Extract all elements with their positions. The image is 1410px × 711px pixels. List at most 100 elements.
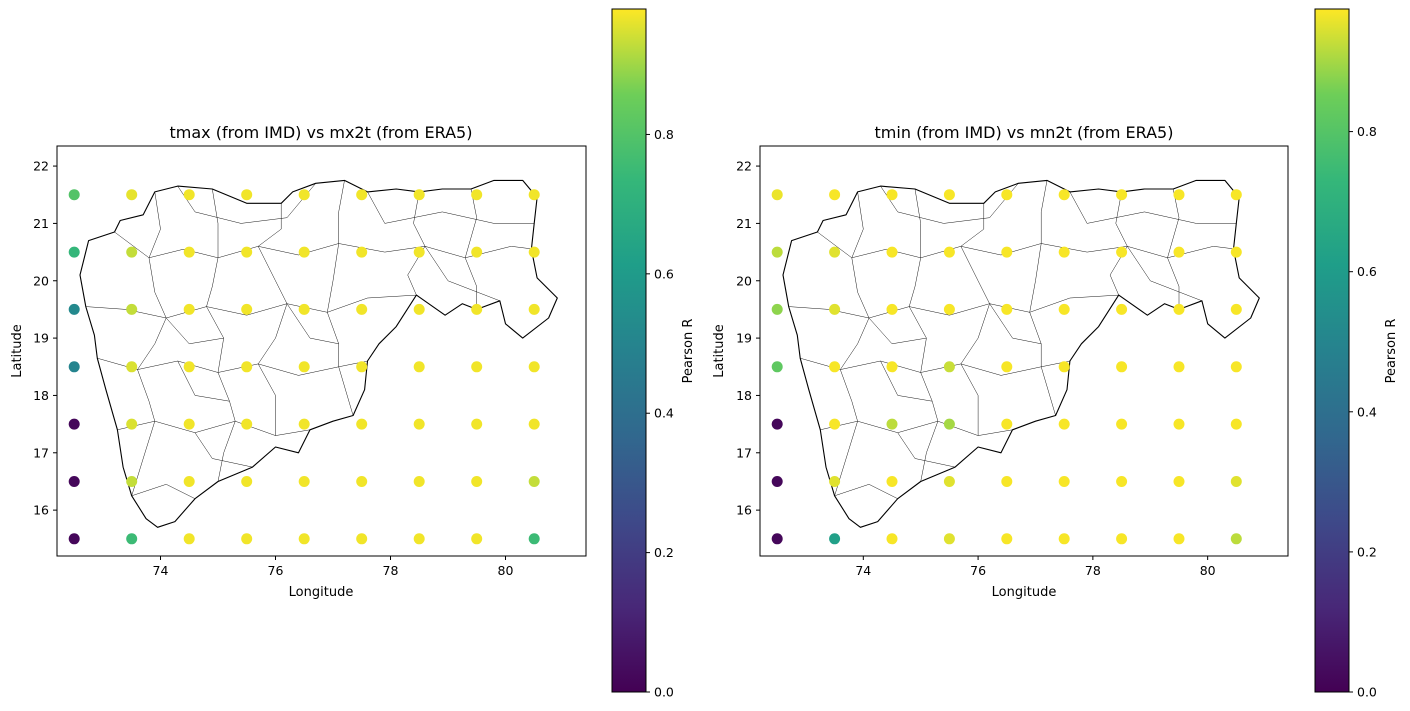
y-tick-label: 16 <box>736 503 752 518</box>
scatter-point <box>471 246 483 258</box>
scatter-point <box>771 533 783 545</box>
scatter-point <box>413 418 425 430</box>
scatter-point <box>528 246 540 258</box>
scatter-point <box>528 476 540 487</box>
scatter-point <box>126 418 138 430</box>
scatter-point <box>298 533 310 545</box>
y-ticks: 16 17 18 19 20 21 22 <box>736 159 760 518</box>
scatter-point <box>183 303 195 315</box>
scatter-point <box>943 303 955 315</box>
scatter-point <box>1173 476 1185 487</box>
y-tick-label: 20 <box>33 273 49 288</box>
scatter-point <box>886 246 898 258</box>
district-boundary <box>464 188 477 310</box>
scatter-point <box>1116 361 1128 373</box>
scatter-point <box>1116 476 1128 487</box>
colorbar: 0.0 0.2 0.4 0.6 0.8 Pearson R <box>1314 8 1399 700</box>
scatter-point <box>771 246 783 258</box>
scatter-point <box>1058 533 1070 545</box>
scatter-point <box>471 476 483 487</box>
district-boundary <box>327 180 354 416</box>
scatter-point <box>1116 246 1128 258</box>
scatter-point <box>68 246 80 258</box>
scatter-point <box>1173 189 1185 201</box>
scatter-point <box>356 476 368 487</box>
colorbar-ticks: 0.0 0.2 0.4 0.6 0.8 <box>1349 124 1377 700</box>
panel-1: tmax (from IMD) vs mx2t (from ERA5) 74 76… <box>10 8 696 700</box>
scatter-point <box>1058 246 1070 258</box>
scatter-point <box>1058 476 1070 487</box>
colorbar-tick-label: 0.2 <box>1357 544 1377 559</box>
x-axis-label: Longitude <box>289 585 354 600</box>
scatter-point <box>356 361 368 373</box>
district-boundary <box>1167 188 1180 310</box>
scatter-point <box>356 246 368 258</box>
x-ticks: 74 76 78 80 <box>153 556 514 578</box>
district-boundary <box>117 420 311 436</box>
colorbar-tick-label: 0.6 <box>1357 264 1377 279</box>
scatter-point <box>298 246 310 258</box>
scatter-point <box>943 189 955 201</box>
colorbar-label: Pearson R <box>1384 319 1399 384</box>
scatter-point <box>241 418 253 430</box>
scatter-point <box>356 533 368 545</box>
scatter-point <box>183 189 195 201</box>
district-boundary <box>1069 191 1237 224</box>
scatter-point <box>241 189 253 201</box>
scatter-point <box>1230 303 1242 315</box>
scatter-point <box>298 361 310 373</box>
scatter-point <box>829 303 841 315</box>
scatter-point <box>1173 533 1185 545</box>
district-boundary <box>820 420 1013 436</box>
district-boundary <box>286 303 339 345</box>
scatter-point <box>829 533 841 545</box>
scatter-point <box>829 246 841 258</box>
scatter-points <box>68 189 540 545</box>
scatter-point <box>413 303 425 315</box>
scatter-point <box>829 189 841 201</box>
scatter-point <box>886 533 898 545</box>
scatter-point <box>241 533 253 545</box>
panel-2: tmin (from IMD) vs mn2t (from ERA5) 74 76… <box>712 8 1399 700</box>
scatter-point <box>1230 418 1242 430</box>
scatter-point <box>356 418 368 430</box>
district-boundary <box>868 317 927 345</box>
scatter-point <box>886 189 898 201</box>
state-outline <box>79 179 558 528</box>
colorbar-tick-label: 0.8 <box>654 127 674 142</box>
scatter-point <box>241 303 253 315</box>
scatter-point <box>413 533 425 545</box>
scatter-point <box>126 189 138 201</box>
colorbar-tick-label: 0.4 <box>1357 404 1377 419</box>
colorbar-ticks: 0.0 0.2 0.4 0.6 0.8 <box>646 127 674 700</box>
scatter-point <box>471 361 483 373</box>
x-tick-label: 80 <box>498 563 514 578</box>
scatter-point <box>528 303 540 315</box>
scatter-point <box>943 476 955 487</box>
scatter-point <box>298 418 310 430</box>
scatter-point <box>771 418 783 430</box>
y-tick-label: 22 <box>736 159 752 174</box>
district-boundary <box>800 357 1070 376</box>
plot-frame <box>56 145 587 557</box>
y-tick-label: 18 <box>736 388 752 403</box>
y-tick-label: 19 <box>736 331 752 346</box>
y-axis-label: Latitude <box>10 324 25 378</box>
district-boundary <box>834 191 870 496</box>
scatter-point <box>1230 361 1242 373</box>
district-boundary <box>97 357 368 376</box>
district-boundary <box>880 183 1019 224</box>
scatter-point <box>471 189 483 201</box>
scatter-point <box>771 361 783 373</box>
chart-title: tmin (from IMD) vs mn2t (from ERA5) <box>875 123 1174 142</box>
scatter-point <box>886 476 898 487</box>
district-boundary <box>131 191 167 496</box>
y-tick-label: 18 <box>33 388 49 403</box>
district-boundary <box>194 432 253 468</box>
scatter-point <box>886 361 898 373</box>
district-boundary <box>989 303 1042 345</box>
scatter-point <box>1058 303 1070 315</box>
district-boundary <box>177 360 230 402</box>
district-boundary <box>1127 246 1202 302</box>
